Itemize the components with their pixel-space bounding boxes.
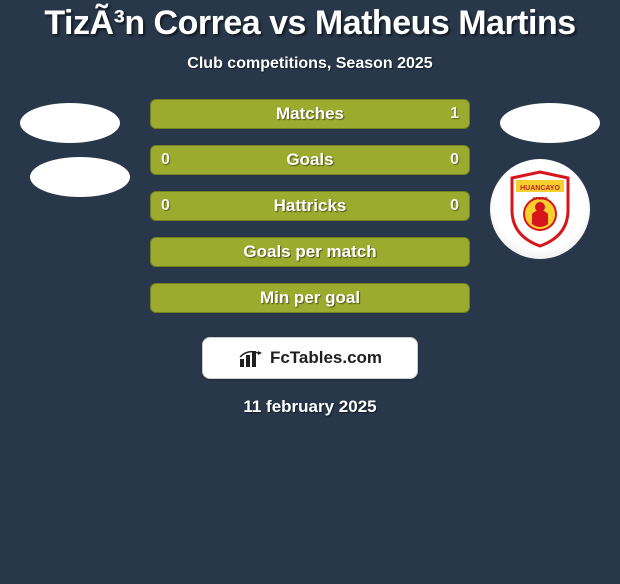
bar-value-left: 0 [161,192,170,220]
bar-chart-icon [238,347,264,369]
player2-club-crest: HUANCAYO SPORT [490,159,590,259]
player2-avatar-placeholder [500,103,600,143]
stat-bars: Matches 1 0 Goals 0 0 Hattricks 0 Goals per matc… [150,99,470,313]
player1-club-placeholder [30,157,130,197]
date: 11 february 2025 [10,397,610,417]
watermark-text: FcTables.com [270,348,382,368]
stats-area: HUANCAYO SPORT Matches10Goals00Hattricks… [10,111,610,341]
stat-bar: Min per goal [150,283,470,313]
stat-bar: 0 Goals 0 [150,145,470,175]
bar-value-right: 0 [450,146,459,174]
bar-value-left: 0 [161,146,170,174]
bar-label: Goals [286,150,333,170]
stat-bar: 0 Hattricks 0 [150,191,470,221]
watermark-badge: FcTables.com [202,337,418,379]
svg-text:SPORT: SPORT [532,196,548,201]
bar-label: Matches [276,104,344,124]
stat-bar: Matches 1 [150,99,470,129]
subtitle: Club competitions, Season 2025 [10,55,610,73]
bar-label: Hattricks [274,196,347,216]
bar-label: Min per goal [260,288,360,308]
player1-avatar-placeholder [20,103,120,143]
title: TizÃ³n Correa vs Matheus Martins [10,4,610,43]
bar-value-right: 1 [450,100,459,128]
svg-text:HUANCAYO: HUANCAYO [520,185,560,192]
stat-bar: Goals per match [150,237,470,267]
shield-icon: HUANCAYO SPORT [508,170,572,248]
bar-label: Goals per match [243,242,376,262]
bar-value-right: 0 [450,192,459,220]
